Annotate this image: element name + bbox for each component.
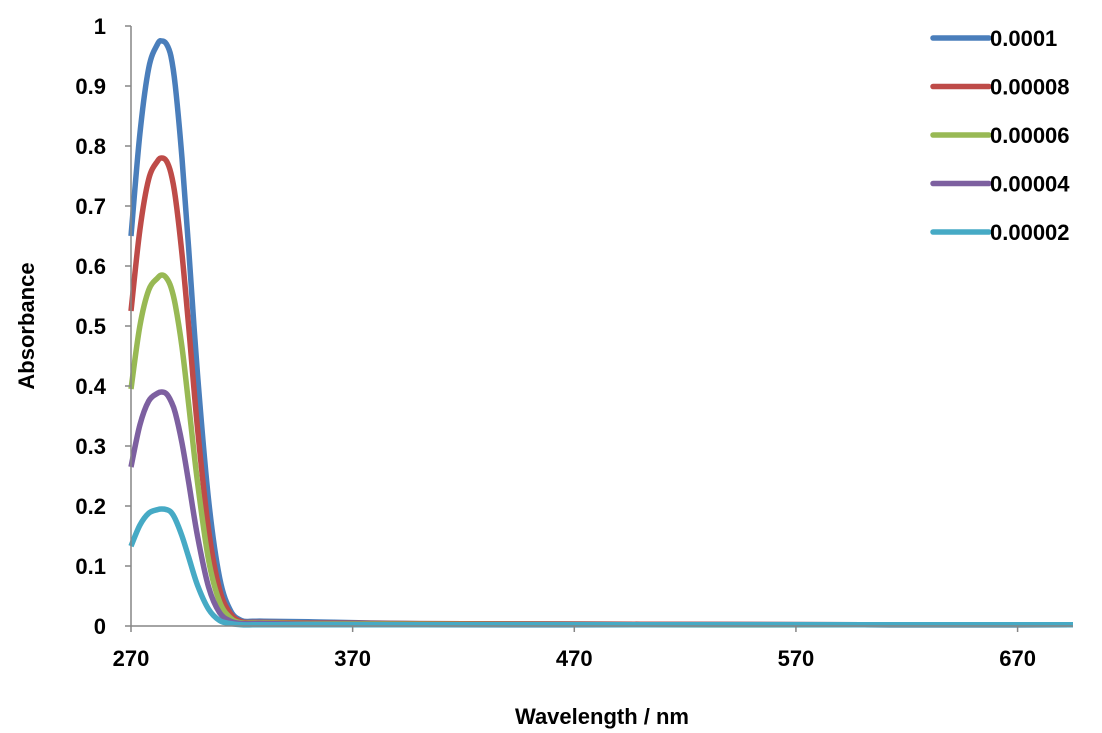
x-tick-label: 670 [999,646,1036,671]
y-tick-label: 0.6 [75,254,106,279]
y-tick-label: 0.2 [75,494,106,519]
x-tick-label: 270 [113,646,150,671]
y-tick-label: 0.4 [75,374,106,399]
x-tick-label: 570 [778,646,815,671]
y-axis-ticks: 0 0.1 0.2 0.3 0.4 0.5 0.6 0.7 0.8 0.9 1 [75,14,131,639]
x-tick-label: 470 [556,646,593,671]
y-tick-label: 0.5 [75,314,106,339]
x-tick-label: 370 [334,646,371,671]
series-layer [131,41,1073,625]
y-tick-label: 0.1 [75,554,106,579]
series-line-0 [131,41,1073,625]
legend-label: 0.00004 [990,172,1070,197]
y-tick-label: 1 [94,14,106,39]
y-tick-label: 0.3 [75,434,106,459]
y-tick-label: 0 [94,614,106,639]
legend-label: 0.00006 [990,123,1070,148]
legend: 0.0001 0.00008 0.00006 0.00004 0.00002 [933,26,1070,245]
axes-layer [131,26,1073,626]
x-axis-ticks: 270 370 470 570 670 [113,626,1036,671]
series-line-4 [131,509,1073,625]
y-tick-label: 0.8 [75,134,106,159]
legend-label: 0.00002 [990,220,1070,245]
series-line-3 [131,392,1073,625]
series-line-2 [131,275,1073,625]
series-line-1 [131,158,1073,625]
y-axis-title: Absorbance [14,262,39,389]
y-tick-label: 0.7 [75,194,106,219]
legend-label: 0.00008 [990,75,1070,100]
y-tick-label: 0.9 [75,74,106,99]
x-axis-title: Wavelength / nm [515,704,689,729]
legend-label: 0.0001 [990,26,1057,51]
